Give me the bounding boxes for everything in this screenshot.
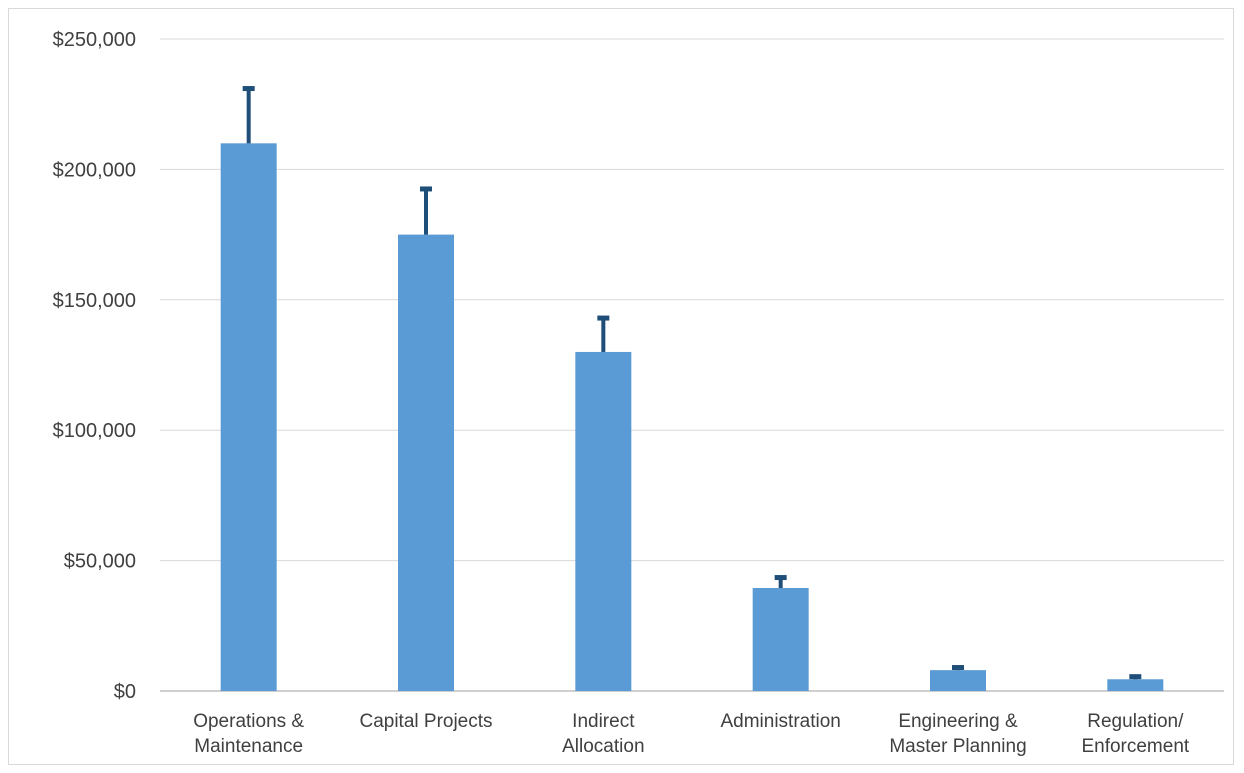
bar (575, 351, 632, 691)
x-tick-label: Regulation/Enforcement (1081, 711, 1189, 757)
bar (752, 587, 809, 691)
x-tick-label-line: Operations & (193, 711, 304, 732)
x-tick-label-line: Allocation (562, 736, 644, 757)
y-tick-label: $150,000 (53, 290, 136, 312)
x-tick-label-line: Regulation/ (1087, 711, 1184, 732)
x-tick-label-line: Maintenance (194, 736, 303, 757)
x-tick-label-line: Engineering & (898, 711, 1018, 732)
x-tick-label-line: Indirect (572, 711, 635, 732)
x-tick-label: Operations & Maintenance (193, 711, 304, 757)
x-tick-label: Administration (720, 711, 840, 732)
bar (1107, 679, 1164, 691)
y-tick-label: $100,000 (53, 420, 136, 442)
x-tick-label: Engineering & Master Planning (889, 711, 1026, 757)
y-tick-label: $250,000 (53, 29, 136, 51)
y-tick-label: $50,000 (64, 551, 136, 573)
x-tick-label-line: Capital Projects (359, 711, 492, 732)
bar (220, 143, 277, 691)
bar (398, 234, 454, 691)
bar (930, 670, 986, 691)
x-tick-label: Indirect Allocation (562, 711, 644, 757)
y-tick-label: $200,000 (53, 159, 136, 181)
x-tick-label: Capital Projects (359, 711, 492, 732)
x-tick-label-line: Enforcement (1081, 736, 1189, 757)
x-tick-label-line: Master Planning (889, 736, 1026, 757)
x-tick-label-line: Administration (720, 711, 840, 732)
y-tick-label: $0 (114, 681, 136, 703)
